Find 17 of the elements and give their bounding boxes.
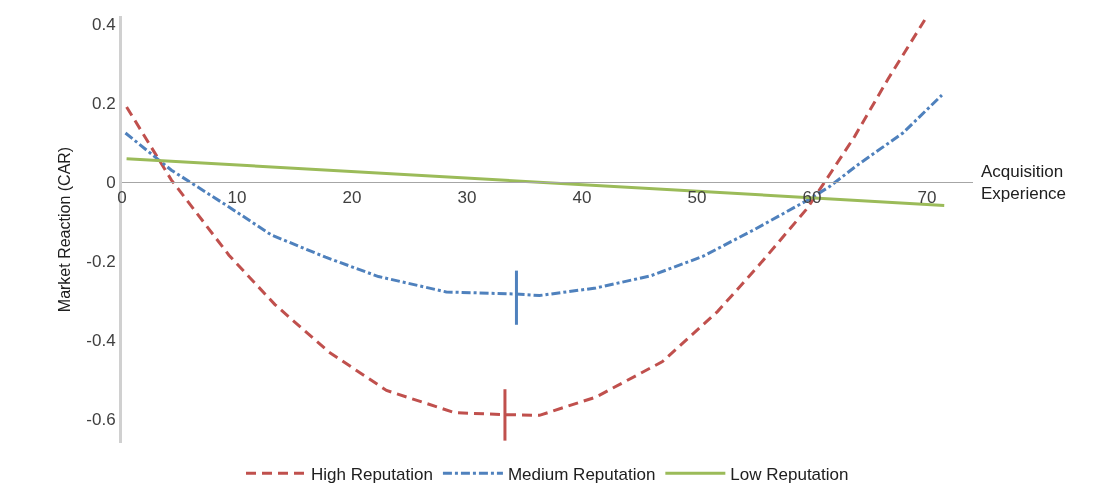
y-tick-label: 0 — [106, 173, 116, 193]
y-tick-label: -0.4 — [86, 331, 116, 351]
legend-label: High Reputation — [311, 464, 433, 484]
x-tick-label: 20 — [342, 188, 362, 208]
x-tick-label: 70 — [917, 188, 937, 208]
y-tick-label: -0.2 — [86, 252, 116, 272]
y-tick-label: 0.2 — [91, 93, 116, 113]
y-axis-title: Market Reaction (CAR) — [56, 146, 74, 313]
y-tick-label: 0.4 — [91, 14, 116, 34]
legend-label: Medium Reputation — [507, 464, 656, 484]
y-tick-label: -0.6 — [86, 410, 116, 430]
x-tick-label: 30 — [457, 188, 477, 208]
x-tick-label: 40 — [572, 188, 592, 208]
legend-label: Low Reputation — [730, 464, 849, 484]
x-axis-title: Acquisition Experience — [981, 162, 1067, 204]
x-tick-label: 10 — [227, 188, 247, 208]
x-tick-label: 50 — [687, 188, 707, 208]
